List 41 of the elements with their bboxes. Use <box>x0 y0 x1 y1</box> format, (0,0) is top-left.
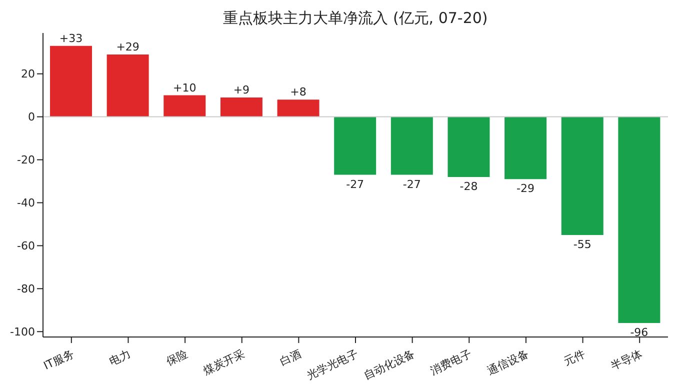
data-label: -29 <box>516 182 535 196</box>
y-tick-label: -100 <box>10 326 35 339</box>
bar <box>448 116 490 177</box>
x-tick-label: 电力 <box>107 347 133 368</box>
x-tick-label: 消费电子 <box>428 347 474 378</box>
data-label: -28 <box>460 180 478 193</box>
data-label: +29 <box>116 40 140 54</box>
y-tick-label: 20 <box>21 68 35 81</box>
bar <box>618 116 660 324</box>
x-tick-label: IT服务 <box>42 347 76 372</box>
y-tick-label: -20 <box>17 154 35 167</box>
bar <box>277 100 320 117</box>
bar <box>390 116 433 175</box>
y-tick-label: -40 <box>17 196 35 210</box>
bar <box>561 116 604 235</box>
data-label: +10 <box>173 81 196 94</box>
bar <box>220 97 262 117</box>
x-tick-label: 煤炭开采 <box>201 347 247 378</box>
y-tick-label: -60 <box>17 240 35 253</box>
data-label: -27 <box>402 178 421 191</box>
bar <box>334 116 376 175</box>
bar <box>504 116 547 180</box>
bar <box>50 46 92 117</box>
y-tick-label: 0 <box>28 110 35 124</box>
y-tick-label: -80 <box>17 282 35 296</box>
data-label: +8 <box>290 86 306 99</box>
x-tick-label: 自动化设备 <box>362 347 417 382</box>
bar <box>164 95 206 117</box>
x-tick-label: 通信设备 <box>485 347 531 378</box>
x-tick-label: 保险 <box>164 347 190 368</box>
data-label: +33 <box>59 32 83 45</box>
chart-title: 重点板块主力大单净流入 (亿元, 07-20) <box>222 8 489 28</box>
data-label: -27 <box>346 178 364 191</box>
x-tick-label: 白酒 <box>278 347 304 368</box>
bar <box>106 54 149 117</box>
data-label: +9 <box>233 83 250 96</box>
data-label: -96 <box>630 326 648 340</box>
x-tick-label: 光学光电子 <box>304 347 360 382</box>
x-tick-label: 元件 <box>562 347 588 368</box>
x-tick-label: 半导体 <box>608 347 644 373</box>
data-label: -55 <box>573 238 592 251</box>
